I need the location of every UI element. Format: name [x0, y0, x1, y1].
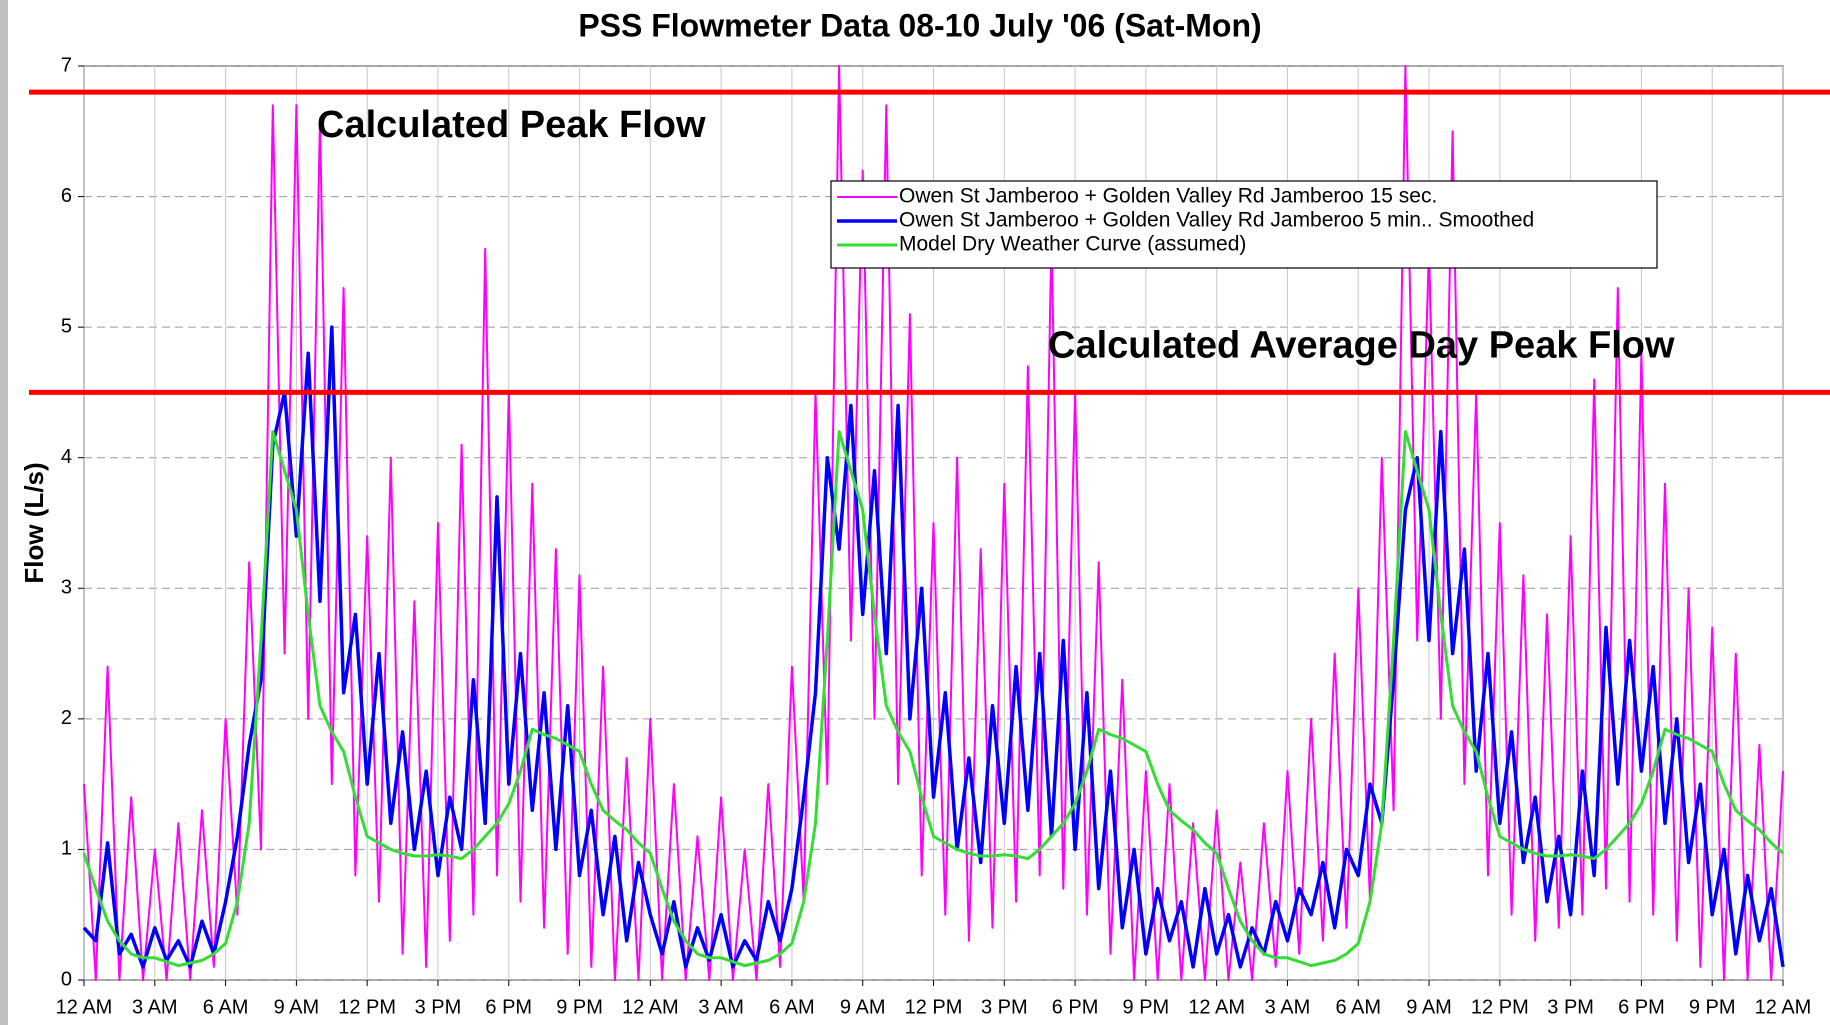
x-tick-label: 6 PM: [485, 996, 532, 1018]
y-tick-label: 3: [61, 577, 72, 599]
ticks: 0 1 2 3 4 5 6 7 12 AM 3 AM 6 AM 9 AM 12 PM 3 PM 6 PM 9 …: [56, 54, 1812, 1018]
y-tick-label: 5: [61, 315, 72, 337]
x-tick-label: 3 AM: [132, 996, 178, 1018]
x-tick-label: 3 AM: [1265, 996, 1311, 1018]
y-axis-label: Flow (L/s): [19, 462, 49, 583]
series-line: [82, 325, 1785, 969]
reference-lines: Calculated Peak Flow Calculated Average D…: [29, 89, 1830, 395]
y-tick-label: 7: [61, 54, 72, 76]
y-tick-label: 1: [61, 838, 72, 860]
x-tick-label: 9 AM: [840, 996, 886, 1018]
x-tick-label: 3 PM: [415, 996, 462, 1018]
x-tick-label: 12 PM: [1471, 996, 1529, 1018]
x-tick-label: 12 AM: [622, 996, 679, 1018]
x-tick-label: 3 PM: [981, 996, 1028, 1018]
x-tick-label: 6 PM: [1618, 996, 1665, 1018]
legend-box: [830, 180, 1658, 269]
x-tick-label: 6 PM: [1052, 996, 1099, 1018]
x-tick-label: 9 AM: [1406, 996, 1452, 1018]
x-tick-label: 6 AM: [203, 996, 249, 1018]
y-tick-label: 2: [61, 707, 72, 729]
x-tick-label: 6 AM: [769, 996, 815, 1018]
legend: Owen St Jamberoo + Golden Valley Rd Jamb…: [830, 180, 1658, 269]
left-edge: [0, 0, 8, 1025]
y-tick-label: 4: [61, 446, 72, 468]
y-tick-label: 0: [61, 968, 72, 990]
y-tick-label: 6: [61, 185, 72, 207]
annotation: Calculated Average Day Peak Flow: [1048, 324, 1675, 366]
legend-label: Owen St Jamberoo + Golden Valley Rd Jamb…: [899, 185, 1437, 208]
x-tick-label: 6 AM: [1335, 996, 1381, 1018]
plot-lines: [82, 65, 1785, 981]
x-tick-label: 9 PM: [1689, 996, 1736, 1018]
series-line: [83, 65, 1784, 981]
legend-label: Owen St Jamberoo + Golden Valley Rd Jamb…: [899, 209, 1534, 232]
x-tick-label: 3 PM: [1547, 996, 1594, 1018]
x-tick-label: 12 PM: [905, 996, 963, 1018]
x-tick-label: 9 PM: [1123, 996, 1170, 1018]
x-tick-label: 9 PM: [556, 996, 603, 1018]
x-tick-label: 9 AM: [274, 996, 320, 1018]
x-tick-label: 12 AM: [1188, 996, 1245, 1018]
x-tick-label: 12 PM: [338, 996, 396, 1018]
annotation: Calculated Peak Flow: [317, 104, 706, 146]
x-tick-label: 12 AM: [1755, 996, 1812, 1018]
legend-label: Model Dry Weather Curve (assumed): [899, 233, 1246, 256]
x-tick-label: 3 AM: [698, 996, 744, 1018]
series-line: [82, 430, 1784, 968]
chart-title: PSS Flowmeter Data 08-10 July '06 (Sat-M…: [578, 7, 1261, 43]
x-tick-label: 12 AM: [56, 996, 113, 1018]
